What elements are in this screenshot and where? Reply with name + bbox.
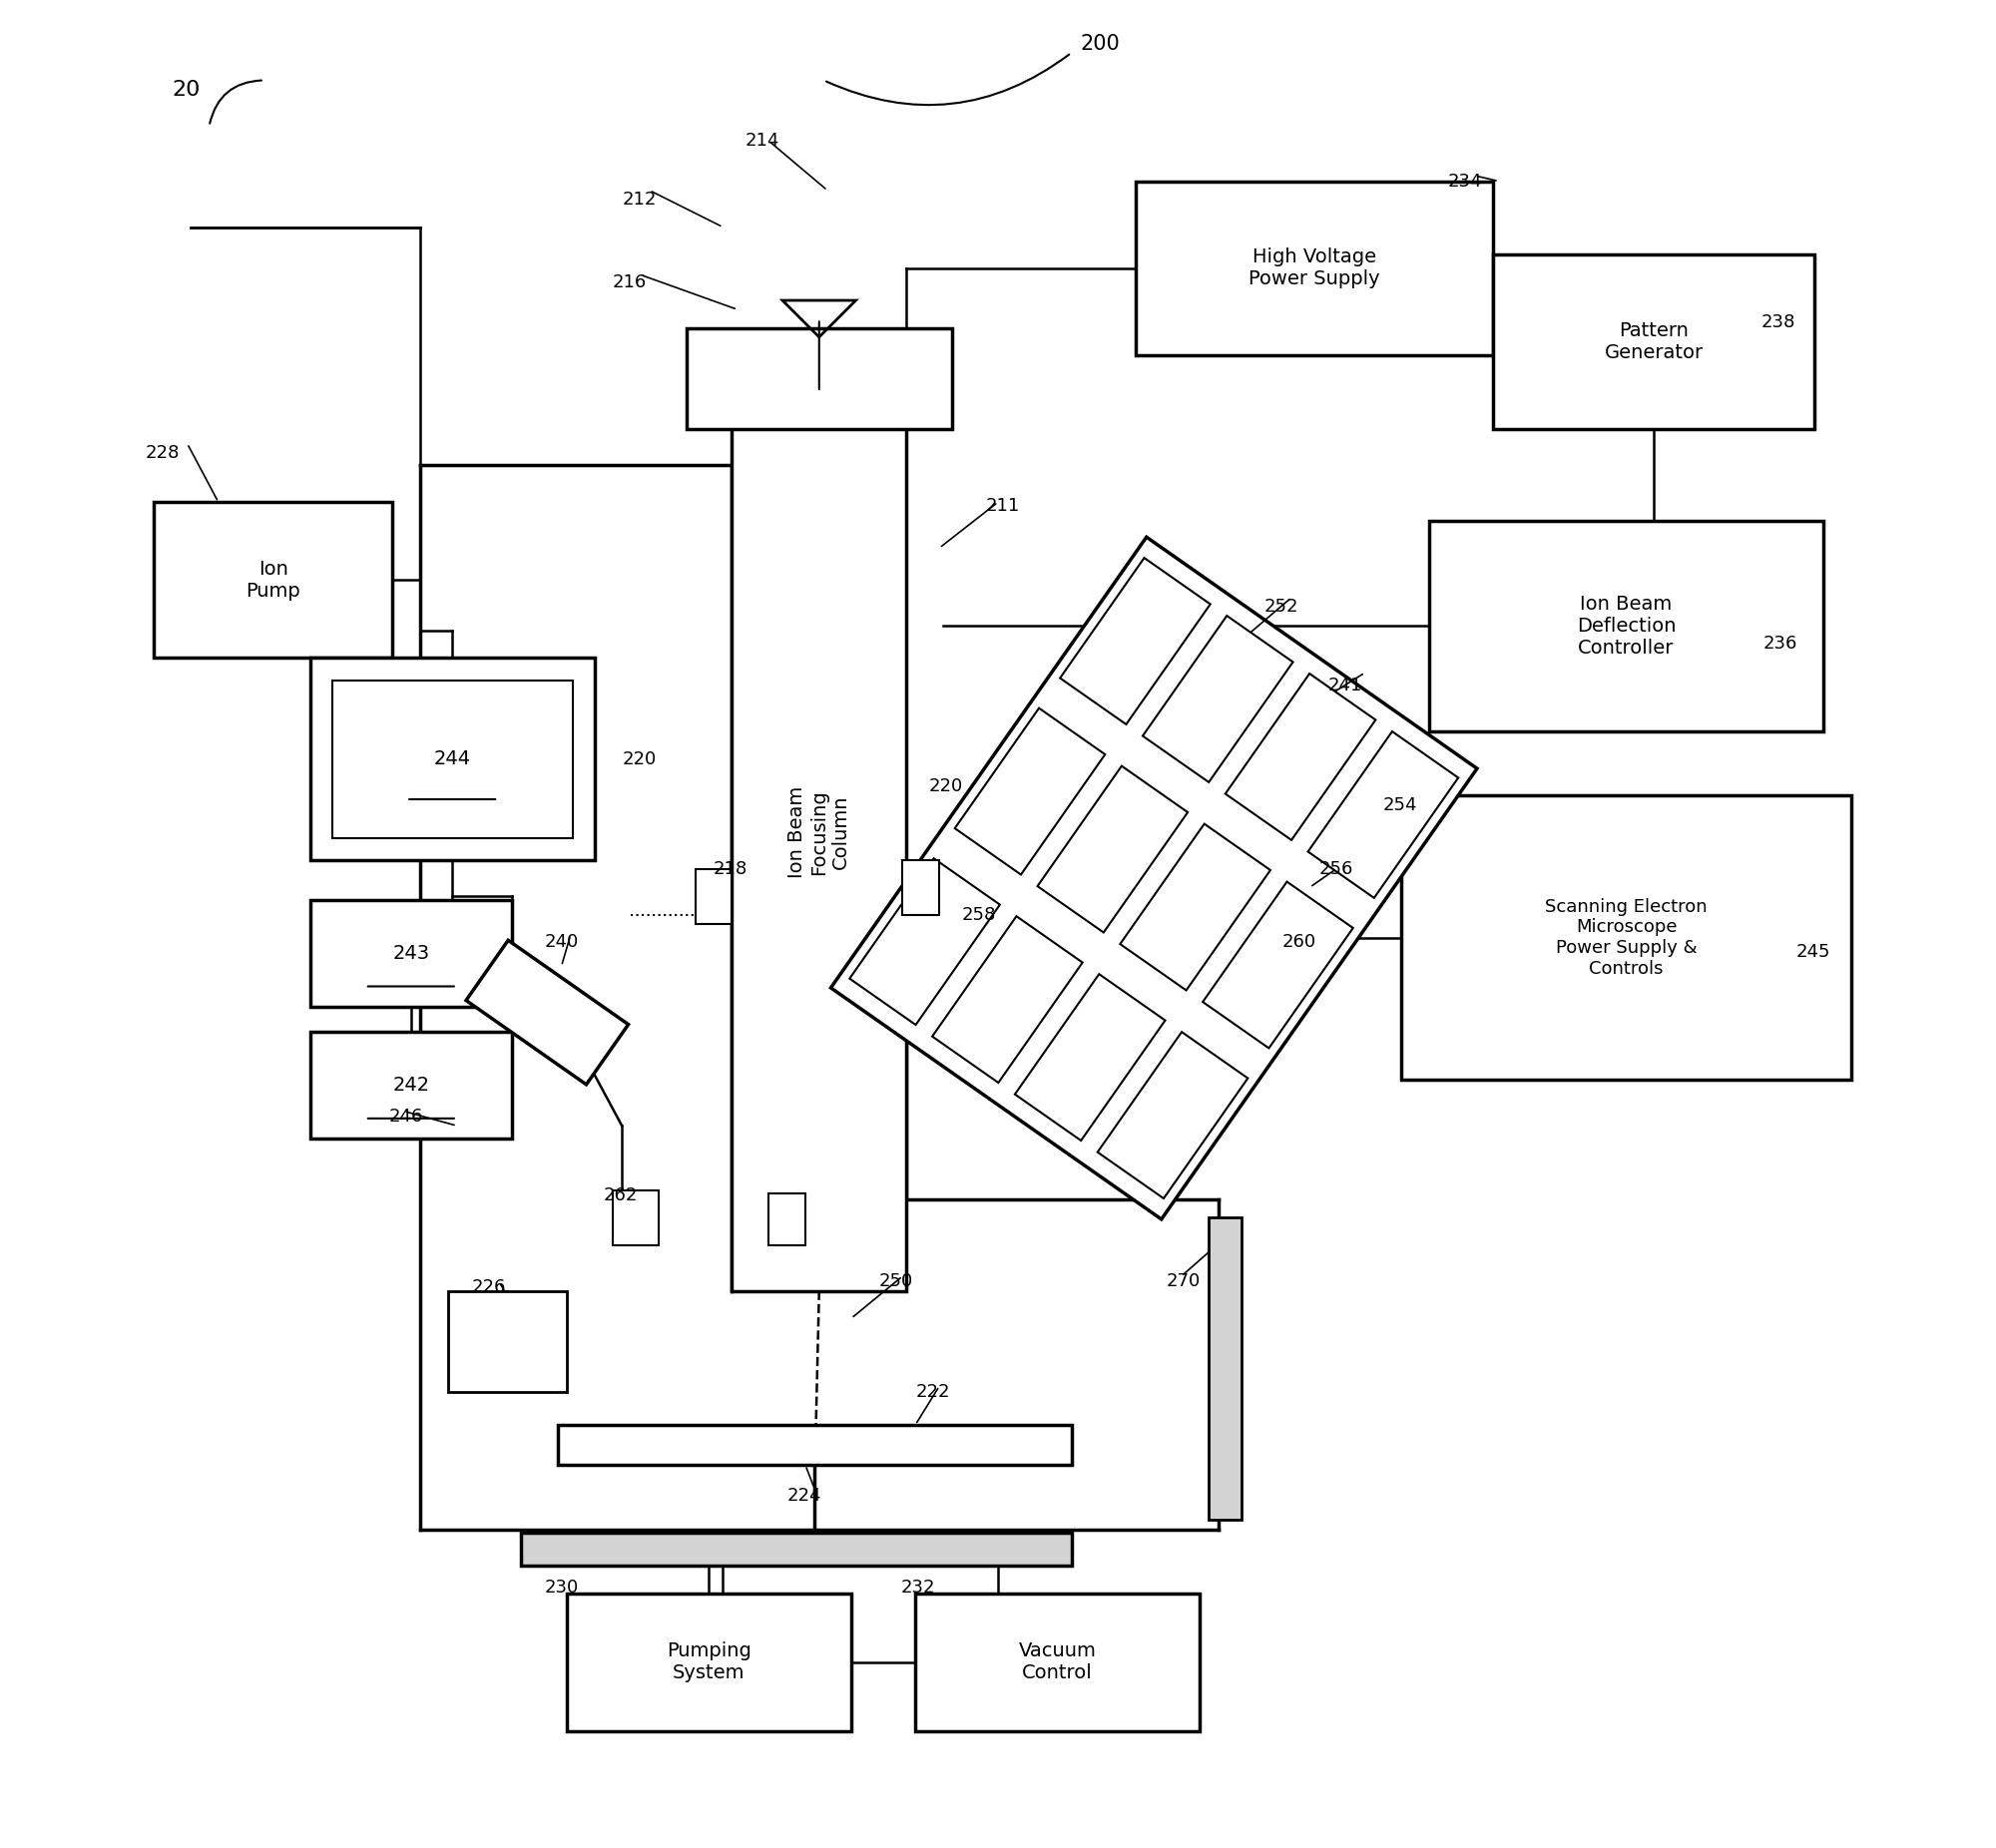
FancyBboxPatch shape bbox=[309, 1033, 511, 1138]
FancyBboxPatch shape bbox=[733, 373, 906, 1292]
Text: 238: 238 bbox=[1760, 314, 1796, 331]
FancyBboxPatch shape bbox=[154, 503, 393, 658]
FancyBboxPatch shape bbox=[309, 900, 511, 1007]
FancyBboxPatch shape bbox=[1120, 824, 1269, 991]
FancyBboxPatch shape bbox=[850, 857, 1000, 1026]
Text: 200: 200 bbox=[1080, 33, 1120, 54]
FancyBboxPatch shape bbox=[830, 538, 1477, 1220]
Text: 224: 224 bbox=[786, 1488, 822, 1506]
FancyBboxPatch shape bbox=[331, 680, 573, 837]
Text: Ion
Pump: Ion Pump bbox=[246, 560, 301, 601]
Text: 241: 241 bbox=[1327, 676, 1363, 695]
Text: 228: 228 bbox=[146, 444, 180, 462]
FancyBboxPatch shape bbox=[1142, 615, 1293, 782]
FancyBboxPatch shape bbox=[695, 869, 733, 924]
Text: 230: 230 bbox=[545, 1578, 579, 1597]
Text: 243: 243 bbox=[393, 944, 429, 963]
FancyBboxPatch shape bbox=[309, 658, 595, 859]
Text: 270: 270 bbox=[1168, 1273, 1202, 1290]
Text: 216: 216 bbox=[613, 274, 647, 290]
Text: 252: 252 bbox=[1263, 597, 1299, 615]
Text: 260: 260 bbox=[1281, 933, 1317, 952]
FancyBboxPatch shape bbox=[1204, 881, 1353, 1048]
Text: 250: 250 bbox=[878, 1273, 912, 1290]
FancyBboxPatch shape bbox=[1429, 521, 1824, 732]
FancyBboxPatch shape bbox=[557, 1425, 1072, 1465]
Text: 262: 262 bbox=[603, 1186, 639, 1205]
FancyBboxPatch shape bbox=[1226, 673, 1375, 841]
Text: 211: 211 bbox=[986, 497, 1020, 516]
Text: Ion Beam
Focusing
Column: Ion Beam Focusing Column bbox=[788, 785, 850, 878]
FancyBboxPatch shape bbox=[1136, 181, 1493, 355]
FancyBboxPatch shape bbox=[902, 859, 940, 915]
Text: Pumping
System: Pumping System bbox=[667, 1641, 750, 1684]
Text: 236: 236 bbox=[1762, 634, 1796, 652]
Text: Ion Beam
Deflection
Controller: Ion Beam Deflection Controller bbox=[1577, 595, 1677, 658]
FancyBboxPatch shape bbox=[447, 1292, 567, 1392]
FancyBboxPatch shape bbox=[1493, 255, 1814, 429]
Text: 234: 234 bbox=[1447, 172, 1481, 190]
FancyBboxPatch shape bbox=[1038, 765, 1188, 933]
Text: 242: 242 bbox=[393, 1076, 429, 1094]
FancyBboxPatch shape bbox=[954, 708, 1106, 874]
FancyBboxPatch shape bbox=[613, 1190, 659, 1246]
Text: Pattern
Generator: Pattern Generator bbox=[1605, 322, 1703, 362]
FancyBboxPatch shape bbox=[1210, 1218, 1242, 1521]
Text: 212: 212 bbox=[623, 190, 657, 209]
FancyBboxPatch shape bbox=[1014, 974, 1166, 1140]
Text: Vacuum
Control: Vacuum Control bbox=[1018, 1641, 1096, 1684]
Text: 254: 254 bbox=[1383, 796, 1417, 813]
Text: 258: 258 bbox=[962, 906, 996, 924]
Text: 220: 220 bbox=[623, 750, 657, 769]
Text: 240: 240 bbox=[545, 933, 579, 952]
FancyBboxPatch shape bbox=[932, 917, 1082, 1083]
Text: 244: 244 bbox=[433, 750, 471, 769]
FancyBboxPatch shape bbox=[768, 1194, 804, 1246]
FancyBboxPatch shape bbox=[687, 327, 952, 429]
Text: 20: 20 bbox=[172, 79, 202, 100]
Text: 218: 218 bbox=[715, 859, 748, 878]
Text: Scanning Electron
Microscope
Power Supply &
Controls: Scanning Electron Microscope Power Suppl… bbox=[1545, 898, 1707, 978]
Text: 226: 226 bbox=[471, 1279, 505, 1295]
Text: 245: 245 bbox=[1796, 942, 1830, 961]
FancyBboxPatch shape bbox=[567, 1593, 850, 1732]
FancyBboxPatch shape bbox=[1098, 1031, 1248, 1198]
Text: 214: 214 bbox=[745, 131, 778, 150]
FancyBboxPatch shape bbox=[465, 941, 629, 1085]
FancyBboxPatch shape bbox=[1307, 732, 1459, 898]
Text: High Voltage
Power Supply: High Voltage Power Supply bbox=[1249, 248, 1379, 288]
Text: 222: 222 bbox=[916, 1382, 950, 1401]
FancyBboxPatch shape bbox=[1060, 558, 1210, 724]
FancyBboxPatch shape bbox=[1401, 796, 1850, 1079]
Text: 220: 220 bbox=[928, 778, 962, 795]
FancyBboxPatch shape bbox=[521, 1534, 1072, 1565]
Text: 246: 246 bbox=[389, 1107, 423, 1125]
FancyBboxPatch shape bbox=[916, 1593, 1200, 1732]
Text: 232: 232 bbox=[900, 1578, 936, 1597]
Text: 256: 256 bbox=[1319, 859, 1353, 878]
